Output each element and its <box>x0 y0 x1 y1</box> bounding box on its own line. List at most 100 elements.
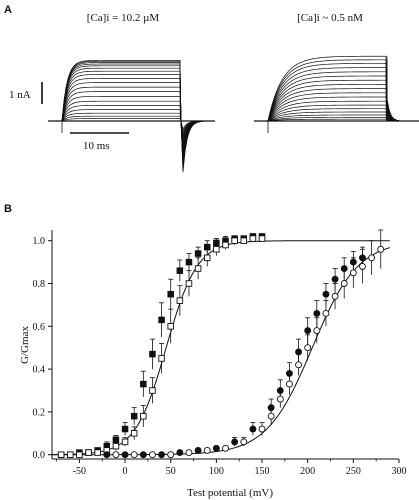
x-tick-label: -50 <box>73 466 86 477</box>
y-tick-label: 1.0 <box>33 236 46 247</box>
data-point-filled-circle <box>231 438 239 446</box>
data-point-open-circle <box>222 444 229 452</box>
data-point-open-circle <box>258 425 266 433</box>
data-point-filled-circle <box>121 451 129 459</box>
data-point-open-square <box>85 449 92 456</box>
current-trace <box>61 86 182 122</box>
data-point-filled-circle <box>194 446 202 454</box>
data-point-open-square <box>222 241 229 249</box>
current-trace <box>267 63 388 122</box>
data-point-open-circle <box>148 451 156 459</box>
x-tick-label: 100 <box>209 466 224 477</box>
data-point-filled-square <box>140 380 147 388</box>
current-trace <box>267 71 388 122</box>
data-point-open-circle <box>130 451 138 459</box>
data-point-filled-circle <box>103 451 111 459</box>
data-point-open-square <box>258 235 266 242</box>
current-trace <box>61 112 182 122</box>
x-tick-label: 300 <box>392 466 407 477</box>
data-point-open-circle <box>313 327 321 335</box>
x-tick-label: 50 <box>166 466 176 477</box>
data-point-open-square <box>158 355 165 362</box>
panel-b-letter: B <box>4 203 12 215</box>
current-trace <box>267 114 388 122</box>
data-point-open-square <box>203 254 211 262</box>
data-point-open-circle <box>304 344 312 352</box>
panel-a-letter: A <box>4 4 12 16</box>
data-point-open-circle <box>185 449 193 457</box>
y-tick-label: 0.0 <box>33 450 46 461</box>
panel-b-fit-curves <box>51 240 391 456</box>
current-trace <box>61 60 182 122</box>
x-tick-label: 250 <box>346 466 361 477</box>
data-point-open-square <box>94 449 101 456</box>
data-point-open-circle <box>377 245 385 253</box>
y-tick-label: 0.8 <box>33 279 46 290</box>
current-trace <box>267 100 388 122</box>
data-point-open-circle <box>359 262 366 270</box>
current-trace <box>61 109 182 122</box>
current-trace <box>61 60 182 122</box>
current-trace <box>267 59 388 122</box>
data-point-filled-square <box>121 425 129 433</box>
current-trace <box>61 78 182 122</box>
data-point-open-square <box>167 323 174 330</box>
data-point-open-circle <box>267 412 275 420</box>
current-trace <box>61 82 182 122</box>
current-trace <box>267 88 388 122</box>
data-point-open-square <box>140 412 147 420</box>
panel-a-right-condition: [Ca]i ~ 0.5 nM <box>297 12 363 24</box>
data-point-open-square <box>213 246 220 253</box>
x-axis-label: Test potential (mV) <box>187 487 273 499</box>
data-point-filled-square <box>194 250 202 257</box>
y-axis-label: G/Gmax <box>19 326 31 364</box>
data-point-open-circle <box>167 451 175 459</box>
data-point-open-square <box>76 451 83 458</box>
data-point-filled-circle <box>158 451 166 459</box>
data-point-open-square <box>121 438 129 446</box>
data-point-open-circle <box>240 438 248 446</box>
data-point-open-circle <box>276 395 284 403</box>
data-point-open-circle <box>322 310 330 317</box>
current-trace <box>61 105 182 122</box>
current-trace <box>267 92 388 122</box>
current-trace <box>267 79 388 122</box>
current-trace <box>61 115 182 122</box>
scale-current-label: 1 nA <box>9 89 31 101</box>
data-point-filled-circle <box>322 290 330 298</box>
panel-b-data-points <box>57 229 385 459</box>
data-point-open-circle <box>203 446 211 454</box>
scale-time-label: 10 ms <box>83 140 110 152</box>
current-trace <box>61 65 182 122</box>
data-point-open-circle <box>112 451 120 459</box>
data-point-open-circle <box>295 361 303 369</box>
panel-a-right-traces <box>254 55 419 133</box>
data-point-open-square <box>231 237 238 244</box>
y-tick-label: 0.2 <box>33 407 46 418</box>
data-point-open-circle <box>331 292 339 300</box>
tail-current <box>386 56 400 121</box>
tail-current <box>180 120 204 173</box>
data-point-filled-square <box>167 290 174 298</box>
current-trace <box>267 75 388 122</box>
current-trace <box>267 104 388 122</box>
y-tick-label: 0.6 <box>33 322 46 333</box>
data-point-open-square <box>57 451 65 458</box>
current-trace <box>61 74 182 122</box>
current-trace <box>61 62 182 122</box>
panel-a-left-condition: [Ca]i = 10.2 µM <box>87 12 160 24</box>
data-point-filled-circle <box>176 449 184 457</box>
data-point-filled-circle <box>331 275 339 283</box>
current-trace <box>61 63 182 122</box>
current-trace <box>61 70 182 122</box>
data-point-open-square <box>185 280 193 287</box>
data-point-filled-circle <box>139 451 147 459</box>
current-trace <box>267 117 388 122</box>
data-point-filled-circle <box>212 444 220 452</box>
data-point-open-square <box>67 451 74 458</box>
data-point-open-square <box>194 265 202 272</box>
current-trace <box>267 96 388 122</box>
current-trace <box>267 67 388 122</box>
panel-b-axes: -50 0 50 100 150 200 250 300 0.0 0.2 0.4 0.6 0.8 1.0 <box>33 230 407 477</box>
